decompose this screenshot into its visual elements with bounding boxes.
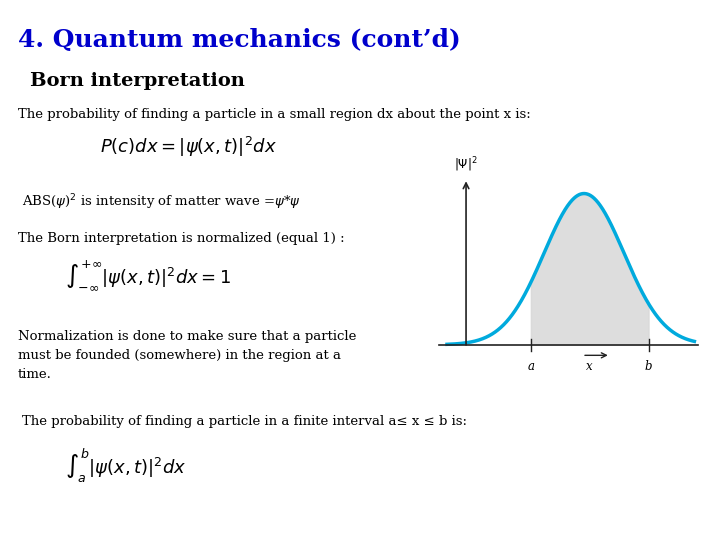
Text: $P(c)dx = |\psi(x,t)|^2dx$: $P(c)dx = |\psi(x,t)|^2dx$	[100, 135, 277, 159]
Text: $|\Psi|^2$: $|\Psi|^2$	[454, 156, 478, 174]
Text: The probability of finding a particle in a small region dx about the point x is:: The probability of finding a particle in…	[18, 108, 531, 121]
Text: 4. Quantum mechanics (cont’d): 4. Quantum mechanics (cont’d)	[18, 28, 461, 52]
Text: Normalization is done to make sure that a particle
must be founded (somewhere) i: Normalization is done to make sure that …	[18, 330, 356, 381]
Text: The Born interpretation is normalized (equal 1) :: The Born interpretation is normalized (e…	[18, 232, 345, 245]
Text: Born interpretation: Born interpretation	[30, 72, 245, 90]
Text: $\int_{a}^{b}|\psi(x,t)|^2dx$: $\int_{a}^{b}|\psi(x,t)|^2dx$	[65, 447, 186, 485]
Text: a: a	[527, 360, 534, 373]
Text: ABS($\psi$)$^2$ is intensity of matter wave =$\psi$*$\psi$: ABS($\psi$)$^2$ is intensity of matter w…	[22, 192, 301, 212]
Text: $\int_{-\infty}^{+\infty}|\psi(x,t)|^2dx = 1$: $\int_{-\infty}^{+\infty}|\psi(x,t)|^2dx…	[65, 258, 231, 292]
Text: b: b	[645, 360, 652, 373]
Text: The probability of finding a particle in a finite interval a≤ x ≤ b is:: The probability of finding a particle in…	[22, 415, 467, 428]
Text: x: x	[586, 360, 593, 373]
